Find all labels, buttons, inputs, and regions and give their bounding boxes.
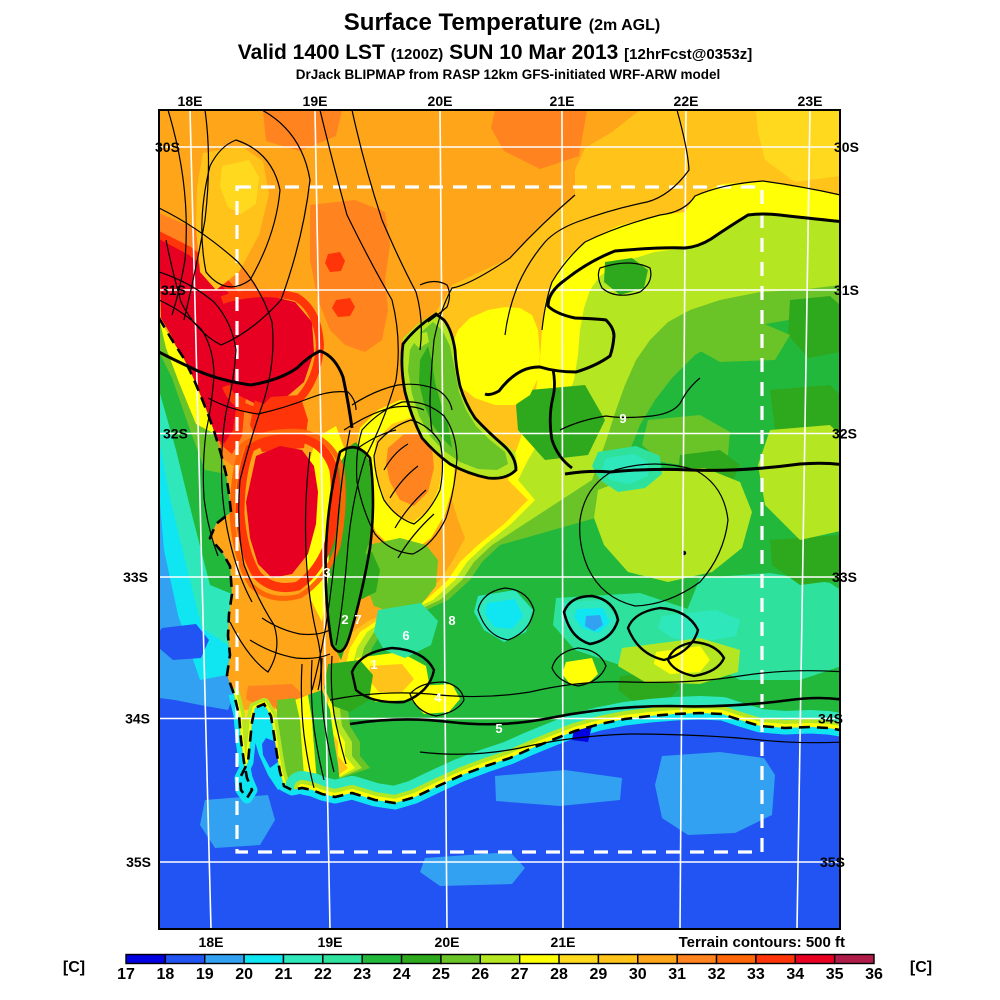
svg-text:20: 20 — [235, 966, 253, 983]
svg-text:24: 24 — [393, 966, 411, 983]
svg-text:35S: 35S — [820, 854, 845, 870]
svg-text:9: 9 — [619, 411, 626, 426]
svg-text:32: 32 — [708, 966, 726, 983]
svg-text:18E: 18E — [178, 93, 203, 109]
svg-text:32S: 32S — [832, 426, 857, 442]
svg-text:32S: 32S — [163, 426, 188, 442]
svg-text:34: 34 — [786, 966, 804, 983]
svg-text:19E: 19E — [303, 93, 328, 109]
svg-text:21E: 21E — [550, 93, 575, 109]
svg-text:31S: 31S — [834, 282, 859, 298]
svg-text:18E: 18E — [199, 934, 224, 950]
svg-text:27: 27 — [511, 966, 529, 983]
svg-text:34S: 34S — [125, 711, 150, 727]
svg-text:[C]: [C] — [63, 959, 85, 976]
svg-text:19: 19 — [196, 966, 214, 983]
svg-text:22E: 22E — [674, 93, 699, 109]
svg-text:3: 3 — [323, 565, 330, 580]
svg-text:20E: 20E — [428, 93, 453, 109]
svg-text:19E: 19E — [318, 934, 343, 950]
svg-text:21: 21 — [275, 966, 293, 983]
svg-text:31S: 31S — [161, 282, 186, 298]
svg-text:Terrain contours: 500 ft: Terrain contours: 500 ft — [679, 934, 845, 951]
svg-text:26: 26 — [471, 966, 489, 983]
svg-text:17: 17 — [117, 966, 135, 983]
svg-text:33S: 33S — [123, 569, 148, 585]
svg-text:30S: 30S — [155, 139, 180, 155]
svg-text:23: 23 — [353, 966, 371, 983]
svg-text:22: 22 — [314, 966, 332, 983]
svg-text:18: 18 — [156, 966, 174, 983]
svg-text:Valid 1400 LST (1200Z) SUN 10: Valid 1400 LST (1200Z) SUN 10 Mar 2013 [… — [238, 41, 752, 64]
svg-text:33S: 33S — [832, 569, 857, 585]
svg-text:34S: 34S — [818, 711, 843, 727]
svg-text:25: 25 — [432, 966, 450, 983]
svg-text:8: 8 — [448, 613, 455, 628]
svg-text:Surface Temperature (2m AGL): Surface Temperature (2m AGL) — [344, 9, 660, 36]
svg-text:[C]: [C] — [910, 959, 932, 976]
svg-text:35: 35 — [826, 966, 844, 983]
svg-text:4: 4 — [434, 690, 442, 705]
svg-text:30: 30 — [629, 966, 647, 983]
svg-text:21E: 21E — [551, 934, 576, 950]
svg-text:7: 7 — [354, 612, 361, 627]
svg-text:DrJack BLIPMAP from RASP 12km: DrJack BLIPMAP from RASP 12km GFS-initia… — [296, 67, 721, 82]
svg-text:29: 29 — [590, 966, 608, 983]
svg-text:2: 2 — [341, 612, 348, 627]
svg-text:20E: 20E — [435, 934, 460, 950]
svg-text:36: 36 — [865, 966, 883, 983]
svg-text:23E: 23E — [798, 93, 823, 109]
svg-text:30S: 30S — [834, 139, 859, 155]
svg-text:35S: 35S — [126, 854, 151, 870]
svg-text:31: 31 — [668, 966, 686, 983]
svg-text:33: 33 — [747, 966, 765, 983]
svg-text:5: 5 — [495, 721, 502, 736]
svg-text:28: 28 — [550, 966, 568, 983]
svg-text:6: 6 — [402, 628, 409, 643]
svg-text:1: 1 — [370, 657, 377, 672]
